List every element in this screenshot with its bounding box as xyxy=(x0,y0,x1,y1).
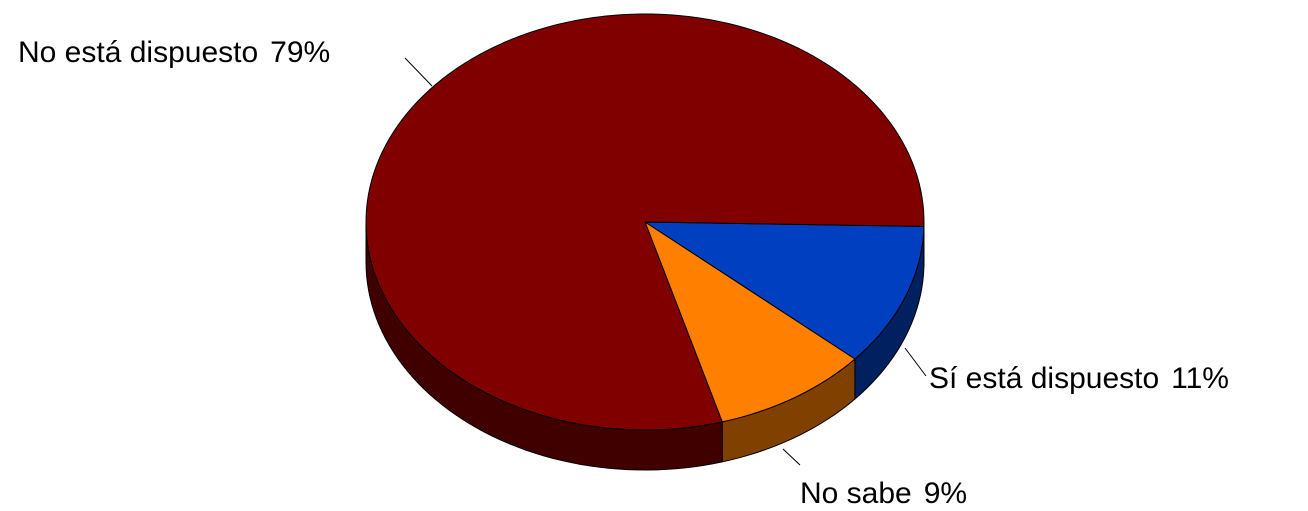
slice-label-text: No está dispuesto xyxy=(18,36,258,69)
leader-line-no-sabe xyxy=(783,449,800,465)
slice-label-percent: 9% xyxy=(924,477,967,506)
leader-line-no-esta-dispuesto xyxy=(405,58,432,86)
slice-label-si-esta-dispuesto: Sí está dispuesto 11% xyxy=(929,362,1229,395)
leader-line-si-esta-dispuesto xyxy=(905,348,926,376)
slice-label-text: Sí está dispuesto xyxy=(929,362,1159,395)
slice-label-no-sabe: No sabe 9% xyxy=(800,477,967,506)
slice-label-no-esta-dispuesto: No está dispuesto 79% xyxy=(18,36,330,69)
slice-label-percent: 79% xyxy=(270,36,330,69)
pie-tops xyxy=(366,14,924,430)
slice-label-percent: 11% xyxy=(1171,362,1229,395)
slice-label-text: No sabe xyxy=(800,477,912,506)
